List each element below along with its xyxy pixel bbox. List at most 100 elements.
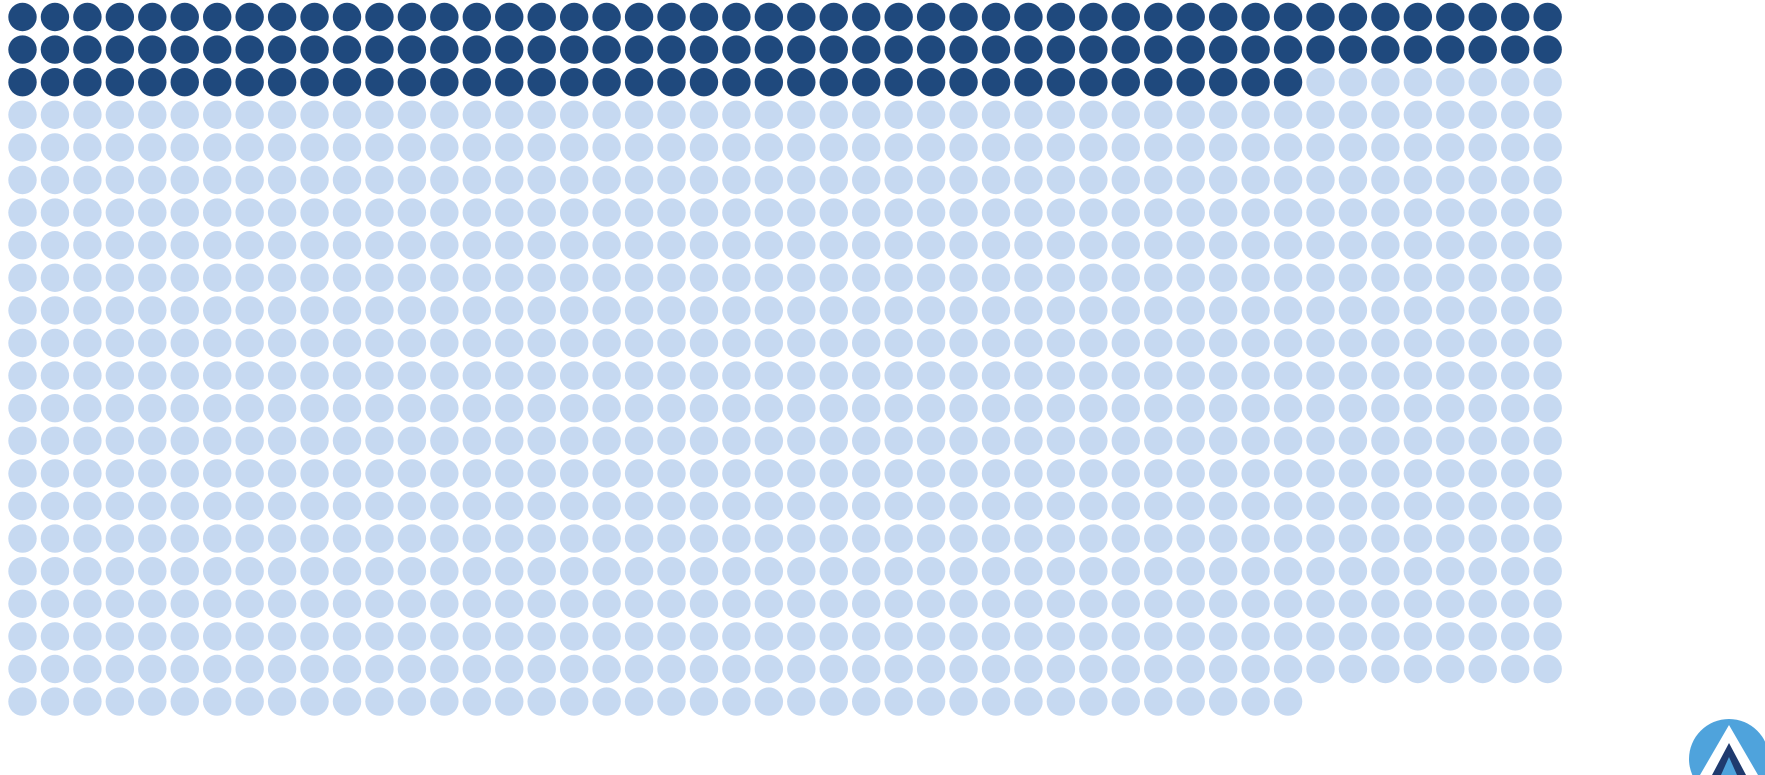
waffle-dot-empty (235, 100, 264, 129)
waffle-dot-empty (235, 198, 264, 227)
waffle-dot-empty (203, 231, 232, 260)
waffle-dot-filled (689, 35, 719, 64)
waffle-dot-empty (1014, 557, 1043, 586)
waffle-dot-empty (1046, 361, 1076, 390)
waffle-dot-empty (1014, 654, 1043, 684)
waffle-dot-empty (1273, 328, 1303, 358)
waffle-dot-empty (916, 100, 946, 129)
waffle-dot-empty (916, 426, 946, 455)
waffle-dot-empty (1176, 198, 1205, 227)
waffle-dot-empty (73, 328, 102, 358)
waffle-dot-filled (332, 35, 362, 64)
waffle-dot-filled (462, 68, 491, 97)
waffle-dot-empty (332, 133, 362, 162)
waffle-dot-empty (1241, 394, 1270, 423)
waffle-dot-empty (592, 394, 621, 423)
waffle-dot-filled (1468, 2, 1497, 32)
waffle-dot-empty (365, 328, 394, 358)
waffle-dot-filled (1273, 68, 1303, 97)
waffle-dot-empty (624, 589, 654, 618)
waffle-dot-empty (1371, 394, 1400, 423)
waffle-dot-empty (1338, 426, 1368, 455)
waffle-dot-empty (40, 687, 70, 716)
waffle-dot-empty (819, 198, 848, 227)
waffle-dot-filled (1079, 2, 1108, 32)
waffle-dot-empty (1079, 524, 1108, 553)
waffle-dot-empty (981, 296, 1011, 325)
waffle-dot-empty (40, 296, 70, 325)
waffle-dot-empty (916, 622, 946, 651)
waffle-dot-empty (689, 198, 719, 227)
waffle-dot-empty (1468, 622, 1497, 651)
waffle-dot-filled (1014, 2, 1043, 32)
waffle-dot-empty (1436, 165, 1465, 195)
waffle-dot-empty (884, 263, 913, 292)
waffle-dot-empty (949, 687, 978, 716)
waffle-dot-empty (1014, 296, 1043, 325)
waffle-dot-empty (1079, 133, 1108, 162)
waffle-dot-empty (1176, 361, 1205, 390)
waffle-dot-empty (365, 165, 394, 195)
waffle-dot-empty (235, 654, 264, 684)
waffle-dot-empty (8, 100, 37, 129)
waffle-dot-empty (1273, 524, 1303, 553)
waffle-dot-empty (332, 231, 362, 260)
waffle-dot-filled (819, 2, 848, 32)
waffle-dot-empty (1111, 361, 1141, 390)
waffle-dot-empty (1176, 296, 1205, 325)
waffle-dot-empty (300, 622, 329, 651)
waffle-dot-empty (1176, 231, 1205, 260)
waffle-dot-filled (1371, 2, 1400, 32)
waffle-dot-empty (1176, 426, 1205, 455)
waffle-dot-empty (1533, 426, 1562, 455)
waffle-dot-empty (170, 100, 199, 129)
waffle-dot-empty (105, 198, 135, 227)
waffle-dot-filled (365, 68, 394, 97)
waffle-dot-empty (138, 100, 167, 129)
waffle-dot-empty (559, 687, 589, 716)
waffle-dot-empty (527, 100, 556, 129)
waffle-dot-empty (949, 589, 978, 618)
waffle-dot-filled (1079, 68, 1108, 97)
waffle-dot-empty (1338, 589, 1368, 618)
waffle-dot-empty (754, 133, 784, 162)
waffle-dot-filled (787, 35, 816, 64)
waffle-dot-empty (8, 394, 37, 423)
waffle-dot-empty (1371, 491, 1400, 521)
waffle-dot-empty (1468, 68, 1497, 97)
waffle-dot-empty (332, 328, 362, 358)
waffle-dot-empty (1501, 524, 1530, 553)
waffle-dot-empty (852, 557, 881, 586)
waffle-dot-empty (1371, 328, 1400, 358)
waffle-dot-empty (657, 687, 686, 716)
waffle-dot-empty (884, 524, 913, 553)
waffle-dot-empty (1501, 296, 1530, 325)
waffle-dot-filled (1111, 68, 1141, 97)
waffle-dot-filled (138, 35, 167, 64)
waffle-dot-empty (1306, 459, 1335, 488)
waffle-dot-empty (235, 165, 264, 195)
waffle-dot-empty (365, 491, 394, 521)
waffle-dot-filled (1144, 35, 1173, 64)
waffle-dot-empty (1111, 491, 1141, 521)
waffle-dot-filled (267, 68, 297, 97)
waffle-dot-empty (235, 296, 264, 325)
waffle-dot-empty (365, 622, 394, 651)
waffle-dot-empty (527, 198, 556, 227)
waffle-dot-empty (852, 231, 881, 260)
waffle-dot-empty (981, 654, 1011, 684)
waffle-dot-empty (1079, 687, 1108, 716)
waffle-dot-empty (267, 296, 297, 325)
waffle-dot-empty (397, 557, 427, 586)
waffle-dot-empty (754, 165, 784, 195)
waffle-dot-empty (884, 622, 913, 651)
waffle-dot-empty (852, 654, 881, 684)
waffle-dot-empty (1273, 491, 1303, 521)
waffle-dot-empty (267, 361, 297, 390)
waffle-dot-empty (527, 491, 556, 521)
waffle-dot-empty (592, 589, 621, 618)
waffle-dot-empty (1371, 589, 1400, 618)
waffle-dot-empty (40, 394, 70, 423)
waffle-dot-empty (819, 394, 848, 423)
waffle-dot-empty (884, 557, 913, 586)
